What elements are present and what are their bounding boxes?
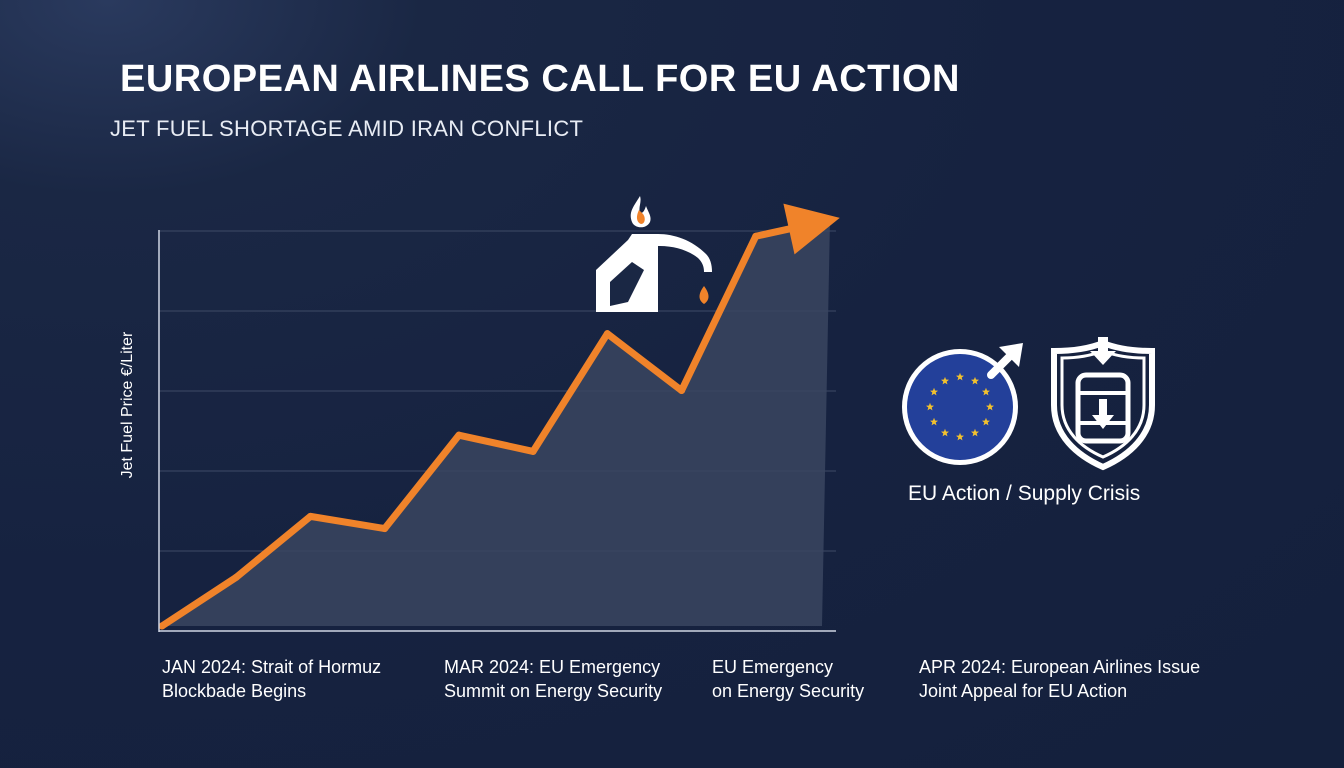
page-title: EUROPEAN AIRLINES CALL FOR EU ACTION <box>120 58 960 100</box>
data-point-0 <box>158 622 166 630</box>
data-point-5 <box>529 447 537 455</box>
eu-star-icon <box>930 417 939 426</box>
eu-star-icon <box>926 402 934 411</box>
page-subtitle: JET FUEL SHORTAGE AMID IRAN CONFLICT <box>110 116 584 141</box>
data-point-3 <box>381 525 389 533</box>
milestone-mar-2024: MAR 2024: EU Emergency Summit on Energy … <box>444 657 663 701</box>
data-point-1 <box>232 573 240 581</box>
side-panel-caption: EU Action / Supply Crisis <box>908 482 1141 505</box>
data-point-9 <box>826 216 834 224</box>
eu-flag-icon <box>902 343 1023 465</box>
eu-star-icon <box>981 387 990 396</box>
eu-star-icon <box>956 432 964 441</box>
eu-star-icon <box>986 402 994 411</box>
price-line <box>158 222 805 630</box>
price-area <box>162 220 830 626</box>
data-point-8 <box>752 232 760 240</box>
eu-star-icon <box>981 417 990 426</box>
milestone-eu-emergency: EU Emergency on Energy Security <box>712 657 865 701</box>
eu-star-icon <box>971 376 979 385</box>
eu-star-icon <box>941 376 949 385</box>
eu-star-icon <box>930 387 939 396</box>
trend-arrowhead <box>783 203 840 255</box>
fuel-pump-icon <box>596 196 712 312</box>
eu-star-icon <box>956 372 964 381</box>
shield-barrel-icon <box>1051 337 1155 471</box>
milestone-apr-2024: APR 2024: European Airlines Issue Joint … <box>919 657 1201 701</box>
data-point-6 <box>603 330 611 338</box>
eu-star-icon <box>971 428 979 437</box>
data-point-2 <box>306 512 314 520</box>
data-point-7 <box>678 387 686 395</box>
milestone-jan-2024: JAN 2024: Strait of Hormuz Blockbade Beg… <box>162 657 382 701</box>
eu-star-icon <box>941 428 949 437</box>
data-point-4 <box>455 431 463 439</box>
